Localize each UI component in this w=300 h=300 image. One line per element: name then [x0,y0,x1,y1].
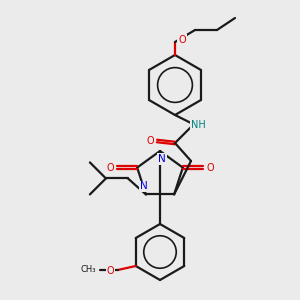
Text: O: O [106,163,114,172]
Text: O: O [146,136,154,146]
Text: O: O [178,35,186,45]
Text: N: N [158,154,166,164]
Text: NH: NH [190,120,206,130]
Text: CH₃: CH₃ [80,266,95,274]
Text: O: O [107,266,115,276]
Text: N: N [140,182,148,191]
Text: O: O [206,163,214,172]
